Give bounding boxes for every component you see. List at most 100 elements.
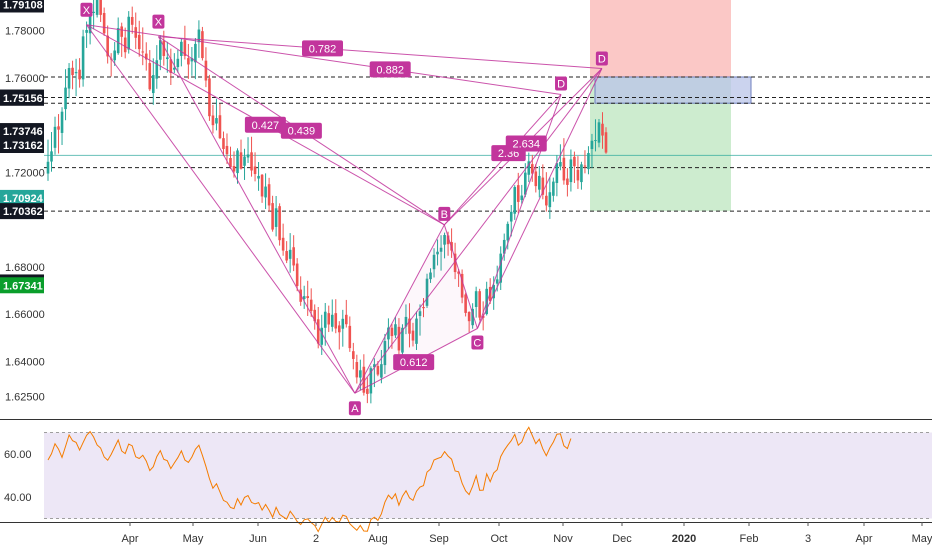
candle-body <box>601 123 604 136</box>
candle <box>457 268 460 287</box>
candle <box>359 359 362 391</box>
candle <box>587 146 590 175</box>
candle-body <box>144 53 148 60</box>
candle-body <box>74 72 78 74</box>
candle <box>169 48 173 86</box>
candle <box>236 148 239 184</box>
candle-body <box>559 162 562 167</box>
price-badge: 1.70362 <box>0 203 44 220</box>
candle-body <box>355 362 359 378</box>
candle <box>53 116 57 155</box>
candle-body <box>271 203 274 230</box>
candle <box>288 233 292 273</box>
candle <box>474 286 478 318</box>
candle-body <box>597 122 601 143</box>
x-tick-label: 2 <box>313 533 319 545</box>
candle <box>99 0 102 22</box>
price-badge-value: 1.70924 <box>3 193 44 205</box>
ratio-label: 0.882 <box>369 61 411 78</box>
x-tick-label: Sep <box>429 533 449 545</box>
candle-body <box>415 318 418 344</box>
price-badge: 1.73162 <box>0 137 44 154</box>
candle-body <box>541 177 545 195</box>
candle-body <box>604 132 608 153</box>
candle-body <box>201 31 204 59</box>
candle-body <box>166 57 169 60</box>
candle <box>352 342 355 370</box>
candle <box>176 49 180 73</box>
candle-body <box>439 247 443 252</box>
candle-body <box>116 28 120 54</box>
candle <box>204 47 208 88</box>
y-tick-label: 1.78000 <box>5 26 45 38</box>
candle <box>408 303 411 348</box>
candle-body <box>369 368 373 394</box>
candle-body <box>545 195 548 206</box>
ratio-value: 2.634 <box>512 139 540 151</box>
candle-body <box>562 157 566 181</box>
candle-body <box>436 251 439 255</box>
candle <box>46 139 50 181</box>
candle-body <box>348 325 352 349</box>
candle <box>95 0 99 18</box>
candle <box>78 58 81 88</box>
candle <box>302 285 306 309</box>
candle-body <box>236 150 239 174</box>
candle <box>348 316 352 352</box>
candle <box>394 316 397 338</box>
x-tick-label: 3 <box>805 533 811 545</box>
candle-body <box>401 327 404 353</box>
candle-body <box>411 330 415 341</box>
candle-body <box>211 115 215 126</box>
candle <box>180 38 183 67</box>
price-badge: 1.79108 <box>0 0 44 13</box>
x-tick-label: Aug <box>368 533 388 545</box>
candle-body <box>495 279 499 284</box>
candle <box>432 248 436 278</box>
candle <box>225 133 229 164</box>
candle <box>545 172 548 212</box>
pattern-point-a: A <box>348 401 361 416</box>
candle <box>208 74 211 121</box>
candle <box>222 131 225 157</box>
candle-body <box>92 11 95 13</box>
candle <box>229 146 232 170</box>
candle <box>411 322 415 347</box>
pattern-fill <box>354 224 478 394</box>
candle-body <box>527 161 531 175</box>
x-tick-label: Jun <box>249 533 267 545</box>
candle-body <box>569 159 573 183</box>
candle-body <box>106 35 109 57</box>
candle <box>422 298 425 318</box>
candle <box>337 321 341 350</box>
candle <box>50 132 53 172</box>
candle-body <box>306 296 309 299</box>
candle <box>597 119 601 148</box>
pattern-point-c: C <box>471 335 484 350</box>
candle-body <box>359 370 362 378</box>
candle-body <box>81 36 85 80</box>
candle-body <box>478 291 481 318</box>
candle-body <box>137 34 141 50</box>
candle <box>516 172 520 214</box>
candle-body <box>418 311 422 316</box>
candle <box>148 50 152 91</box>
candle-body <box>127 16 131 50</box>
candle <box>552 177 555 202</box>
pattern-leg <box>158 36 602 69</box>
ratio-value: 0.782 <box>309 43 337 55</box>
candle-body <box>520 195 524 201</box>
candle-body <box>362 366 366 393</box>
y-tick-label: 1.72000 <box>5 167 45 179</box>
candle-body <box>464 294 467 313</box>
candle-body <box>260 174 264 197</box>
candle-body <box>302 296 306 299</box>
candle-body <box>243 156 246 166</box>
candle-body <box>162 40 166 56</box>
candle <box>166 41 169 73</box>
candle-body <box>71 67 74 76</box>
y-tick-label: 1.64000 <box>5 356 45 368</box>
candle <box>439 235 443 271</box>
